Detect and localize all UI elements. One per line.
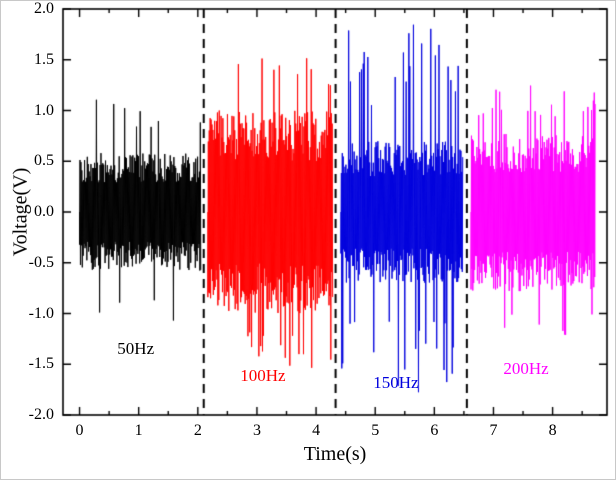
x-tick-label: 3 [252,422,261,439]
y-tick-label: 2.0 [34,0,54,17]
x-tick-label: 7 [489,422,498,439]
segment-label-100hz: 100Hz [240,366,286,386]
y-tick-label: -0.5 [28,253,54,271]
x-tick-label: 0 [75,422,84,439]
x-tick-label: 2 [193,422,202,439]
x-axis-title: Time(s) [303,443,367,465]
y-tick-label: -2.0 [28,406,54,423]
x-tick-label: 1 [134,422,143,439]
y-tick-label: 1.5 [34,50,54,68]
y-tick-label: 1.0 [34,101,54,119]
x-tick-label: 6 [430,422,439,439]
segment-label-150hz: 150Hz [373,372,419,392]
y-tick-label: 0.5 [34,152,54,170]
segment-label-200hz: 200Hz [503,359,549,379]
segment-label-50hz: 50Hz [117,339,155,359]
x-tick-label: 8 [548,422,557,439]
x-tick-label: 5 [371,422,380,439]
y-tick-label: -1.5 [28,355,54,373]
x-tick-label: 4 [312,422,321,439]
y-tick-label: 0.0 [34,203,54,220]
y-tick-label: -1.0 [28,304,54,322]
y-axis-title: Voltage(V) [9,167,32,257]
